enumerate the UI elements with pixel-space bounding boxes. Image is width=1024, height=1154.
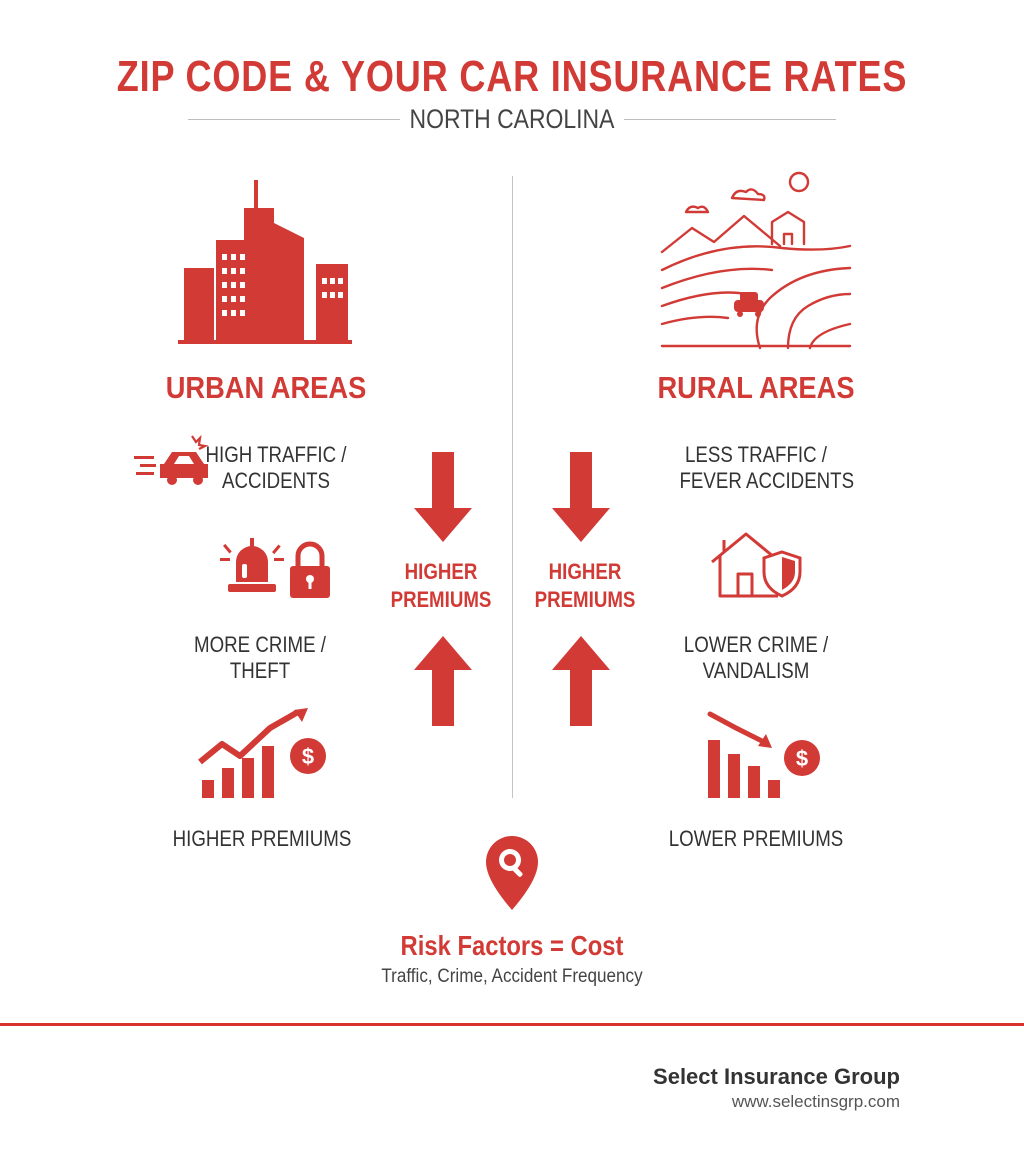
rural-factor-traffic-line2: FEVER ACCIDENTS — [679, 468, 855, 493]
up-arrow-icon-left — [414, 636, 472, 726]
urban-factor-traffic-line2: ACCIDENTS — [221, 468, 331, 493]
city-skyline-icon — [178, 180, 352, 344]
middle-left-label-line2: PREMIUMS — [390, 587, 492, 612]
center-divider — [512, 176, 513, 798]
svg-text:$: $ — [796, 746, 808, 771]
middle-left-label-line1: HIGHER — [404, 559, 478, 584]
middle-right-label-line1: HIGHER — [548, 559, 622, 584]
urban-factor-crime-line2: THEFT — [229, 658, 291, 683]
subtitle-row: NORTH CAROLINA — [0, 104, 1024, 136]
down-arrow-icon-left — [414, 452, 472, 542]
footer-divider — [0, 1023, 1024, 1026]
rural-factor-premiums-label: LOWER PREMIUMS — [668, 826, 844, 851]
rural-factor-crime-line1: LOWER CRIME / — [683, 632, 829, 657]
urban-factor-crime-line1: MORE CRIME / — [194, 632, 326, 657]
falling-chart-dollar-icon: $ — [707, 711, 820, 798]
up-arrow-icon-right — [552, 636, 610, 726]
location-search-pin-icon — [486, 836, 538, 910]
urban-factor-premiums-label: HIGHER PREMIUMS — [172, 826, 352, 851]
siren-lock-icon — [220, 538, 330, 598]
page-subtitle: NORTH CAROLINA — [409, 104, 615, 134]
urban-title: URBAN AREAS — [165, 370, 367, 405]
subtitle-rule-left — [188, 119, 400, 120]
down-arrow-icon-right — [552, 452, 610, 542]
rural-factor-traffic-line1: LESS TRAFFIC / — [684, 442, 828, 467]
rural-title: RURAL AREAS — [657, 370, 855, 405]
house-shield-icon — [711, 532, 802, 598]
risk-subtitle: Traffic, Crime, Accident Frequency — [381, 966, 643, 987]
speeding-car-icon — [134, 434, 209, 485]
rural-factor-crime-line2: VANDALISM — [702, 658, 810, 683]
rising-chart-dollar-icon: $ — [198, 708, 326, 798]
subtitle-rule-right — [624, 119, 836, 120]
brand-url[interactable]: www.selectinsgrp.com — [731, 1092, 900, 1111]
risk-title: Risk Factors = Cost — [400, 930, 624, 961]
page-title: ZIP CODE & YOUR CAR INSURANCE RATES — [116, 52, 908, 101]
rural-landscape-icon — [660, 171, 852, 350]
svg-text:$: $ — [302, 744, 314, 769]
middle-right-label-line2: PREMIUMS — [534, 587, 636, 612]
brand-name: Select Insurance Group — [653, 1064, 900, 1089]
urban-factor-traffic-line1: HIGH TRAFFIC / — [205, 442, 347, 467]
